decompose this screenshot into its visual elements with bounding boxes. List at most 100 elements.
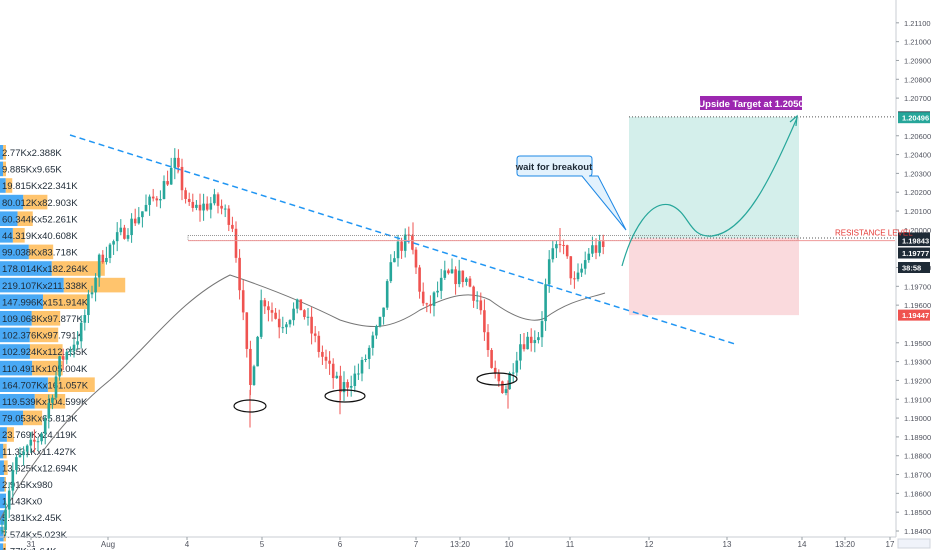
candle-body — [288, 320, 292, 325]
annotation-labels[interactable]: RESISTANCE LEVEL wait for breakout Upside … — [515, 96, 913, 238]
volume-profile-label: 80.012Kx82.903K — [2, 198, 78, 209]
candle-body — [166, 181, 169, 185]
candle-body — [220, 205, 223, 209]
drawing-overlays[interactable] — [69, 114, 895, 413]
candle-body — [15, 457, 18, 471]
price-marker-text: 1.19777 — [902, 249, 929, 258]
candle-body — [425, 303, 429, 305]
callout-wait-for-breakout[interactable]: wait for breakout — [515, 155, 627, 231]
candle-body — [112, 241, 115, 245]
callout-bubble — [516, 155, 627, 231]
candle-body — [61, 356, 65, 360]
candle-body — [126, 235, 130, 239]
price-marker-background — [898, 309, 930, 321]
volume-profile-buy-bar — [0, 510, 5, 525]
time-tick-label: 10 — [505, 540, 514, 549]
candle-body — [105, 258, 108, 263]
volume-profile-label: 7.574Kx5.023K — [2, 530, 68, 541]
candle-body — [144, 204, 148, 212]
candle-body — [216, 194, 220, 206]
candle-body — [411, 235, 414, 250]
price-tick-label: 1.20900 — [904, 56, 931, 65]
candle-body — [79, 322, 83, 342]
time-axis[interactable]: 31 Aug 4 5 6 7 13:20 10 11 12 13 14 13:20 17 — [0, 536, 931, 549]
candle-body — [400, 241, 403, 251]
candle-body — [540, 321, 544, 338]
descending-trendline[interactable] — [69, 134, 736, 345]
candle-body — [429, 304, 432, 306]
candle-body — [443, 270, 447, 278]
price-tick-label: 1.19500 — [904, 339, 931, 348]
volume-profile-label: 44.319Kx40.608K — [2, 231, 78, 242]
swing-low-ellipse[interactable] — [324, 389, 366, 403]
swing-low-ellipse[interactable] — [476, 372, 518, 386]
volume-profile-sell-bar — [31, 311, 61, 326]
price-tick-label: 1.20300 — [904, 169, 931, 178]
candle-body — [137, 217, 141, 224]
target-label-box[interactable]: Upside Target at 1.2050 — [698, 96, 804, 110]
time-tick-label: 13:20 — [835, 540, 856, 549]
volume-profile-buy-bar — [0, 477, 5, 492]
candle-body — [4, 509, 7, 531]
volume-profile-buy-bar — [0, 161, 4, 177]
price-tick-label: 1.20700 — [904, 94, 931, 103]
price-axis[interactable]: 1.21100 1.21000 1.20900 1.20800 1.20700 1.206… — [895, 0, 932, 550]
target-label-background — [700, 96, 802, 110]
candle-body — [36, 441, 40, 443]
candle-body — [342, 382, 346, 393]
candle-body — [367, 347, 371, 359]
candle-body — [281, 327, 285, 329]
volume-profile-label: 119.539Kx104.599K — [2, 397, 88, 408]
candle-body — [169, 167, 173, 185]
candle-body — [141, 211, 144, 218]
price-tick-label: 1.19300 — [904, 358, 931, 367]
candle-body — [547, 259, 551, 285]
candle-body — [310, 316, 313, 334]
candle-body — [25, 445, 29, 452]
candle-body — [184, 190, 187, 199]
moving-average-line — [0, 274, 606, 521]
candle-body — [11, 470, 15, 491]
volume-profile-buy-bar — [0, 493, 6, 509]
axis-corner-box[interactable] — [897, 538, 931, 549]
candle-body — [238, 257, 241, 291]
price-marker-background — [898, 247, 930, 259]
candle-body — [303, 310, 306, 317]
volume-profile-buy-bar — [0, 394, 35, 409]
candle-body — [213, 194, 216, 204]
candle-body — [468, 278, 472, 287]
candle-body — [292, 308, 295, 321]
volume-profile-buy-bar — [0, 377, 48, 392]
price-axis-background — [896, 0, 932, 550]
volume-profile-label: 219.107Kx211.338K — [2, 281, 88, 292]
candle-body — [339, 375, 342, 393]
price-tick-label: 1.19100 — [904, 395, 931, 404]
candle-body — [529, 336, 533, 344]
candles-layer — [0, 148, 605, 537]
candle-body — [270, 310, 274, 313]
price-tick-label: 1.19600 — [904, 301, 931, 310]
candle-body — [421, 291, 425, 304]
projected-path[interactable] — [621, 117, 798, 267]
candle-body — [313, 333, 317, 336]
candle-body — [324, 356, 328, 361]
volume-profile-sell-bar — [5, 178, 13, 193]
volume-profile-sell-bar — [29, 327, 59, 343]
swing-low-ellipse[interactable] — [233, 399, 267, 413]
candle-body — [40, 433, 43, 442]
volume-profile-label: 110.491Kx105.004K — [2, 364, 88, 375]
volume-profile-label: 164.707Kx161.057K — [2, 380, 89, 391]
candle-body — [465, 278, 468, 283]
candle-body — [522, 344, 526, 350]
volume-profile-label: 13.625Kx12.694K — [2, 463, 78, 474]
volume-profile-buy-bar — [0, 344, 30, 359]
candle-body — [195, 204, 198, 208]
candle-body — [555, 244, 558, 249]
candle-body — [504, 389, 508, 393]
candle-body — [573, 278, 576, 280]
candle-body — [475, 300, 479, 302]
candle-body — [295, 299, 299, 309]
volume-profile-buy-bar — [0, 443, 4, 459]
candle-body — [159, 199, 162, 201]
